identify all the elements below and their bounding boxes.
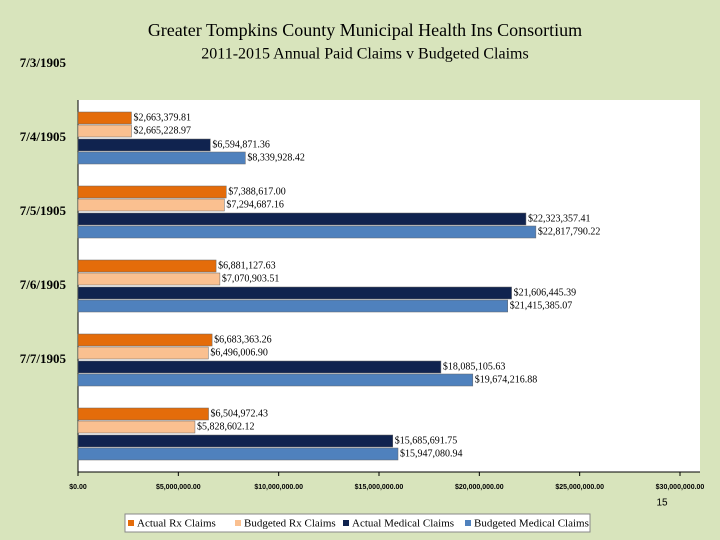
value-label: $21,415,385.07	[510, 300, 572, 311]
legend-swatch	[235, 520, 241, 526]
chart-title: Greater Tompkins County Municipal Health…	[148, 20, 582, 40]
x-tick-label: $25,000,000.00	[555, 484, 604, 491]
value-label: $22,817,790.22	[538, 226, 601, 237]
value-label: $5,828,602.12	[197, 421, 255, 432]
bar	[77, 333, 213, 347]
bar	[77, 185, 227, 199]
legend-swatch	[128, 520, 134, 526]
x-tick-label: $20,000,000.00	[455, 484, 504, 491]
legend-label: Actual Medical Claims	[352, 518, 454, 530]
chart-subtitle: 2011-2015 Annual Paid Claims v Budgeted …	[201, 46, 528, 63]
category-label: 7/7/1905	[20, 351, 67, 366]
bar	[77, 373, 474, 387]
value-label: $2,663,379.81	[133, 112, 191, 123]
bar	[77, 151, 246, 165]
category-label: 7/3/1905	[20, 55, 67, 70]
value-label: $7,388,617.00	[228, 186, 285, 197]
value-label: $6,594,871.36	[212, 139, 270, 150]
legend-box	[124, 513, 591, 533]
value-label: $21,606,445.39	[514, 287, 577, 298]
value-label: $6,504,972.43	[211, 408, 269, 419]
bar	[77, 111, 132, 125]
value-label: $6,881,127.63	[218, 260, 276, 271]
bar	[77, 225, 537, 239]
x-tick-label: $0.00	[69, 484, 87, 491]
bar	[77, 360, 442, 374]
x-tick-label: $10,000,000.00	[254, 484, 303, 491]
value-label: $7,294,687.16	[226, 199, 284, 210]
value-label: $6,683,363.26	[214, 334, 272, 345]
value-label: $6,496,006.90	[210, 347, 268, 358]
bar	[77, 138, 211, 152]
bar	[77, 407, 209, 421]
bar	[77, 299, 508, 313]
category-label: 7/5/1905	[20, 203, 67, 218]
value-label: $18,085,105.63	[443, 361, 506, 372]
value-label: $2,665,228.97	[133, 125, 191, 136]
value-label: $8,339,928.42	[247, 152, 304, 163]
legend-label: Budgeted Rx Claims	[244, 518, 336, 530]
value-label: $7,070,903.51	[222, 273, 280, 284]
bar	[77, 259, 217, 273]
bar	[77, 124, 132, 138]
value-label: $15,685,691.75	[395, 435, 458, 446]
bar	[77, 286, 512, 300]
legend-label: Actual Rx Claims	[137, 518, 216, 530]
x-tick-label: $5,000,000.00	[156, 484, 201, 491]
bar	[77, 434, 394, 448]
value-label: $15,947,080.94	[400, 448, 463, 459]
value-label: $19,674,216.88	[475, 374, 538, 385]
bar	[77, 272, 221, 286]
x-tick-label: $15,000,000.00	[355, 484, 404, 491]
page-number: 15	[656, 498, 668, 509]
bar	[77, 198, 225, 212]
bar	[77, 212, 527, 226]
legend-label: Budgeted Medical Claims	[474, 518, 589, 530]
bar	[77, 447, 399, 461]
bar	[77, 346, 209, 360]
value-label: $22,323,357.41	[528, 213, 591, 224]
bar	[77, 420, 196, 434]
legend-swatch	[343, 520, 349, 526]
category-label: 7/4/1905	[20, 129, 67, 144]
category-label: 7/6/1905	[20, 277, 67, 292]
legend-swatch	[465, 520, 471, 526]
x-tick-label: $30,000,000.00	[656, 484, 705, 491]
